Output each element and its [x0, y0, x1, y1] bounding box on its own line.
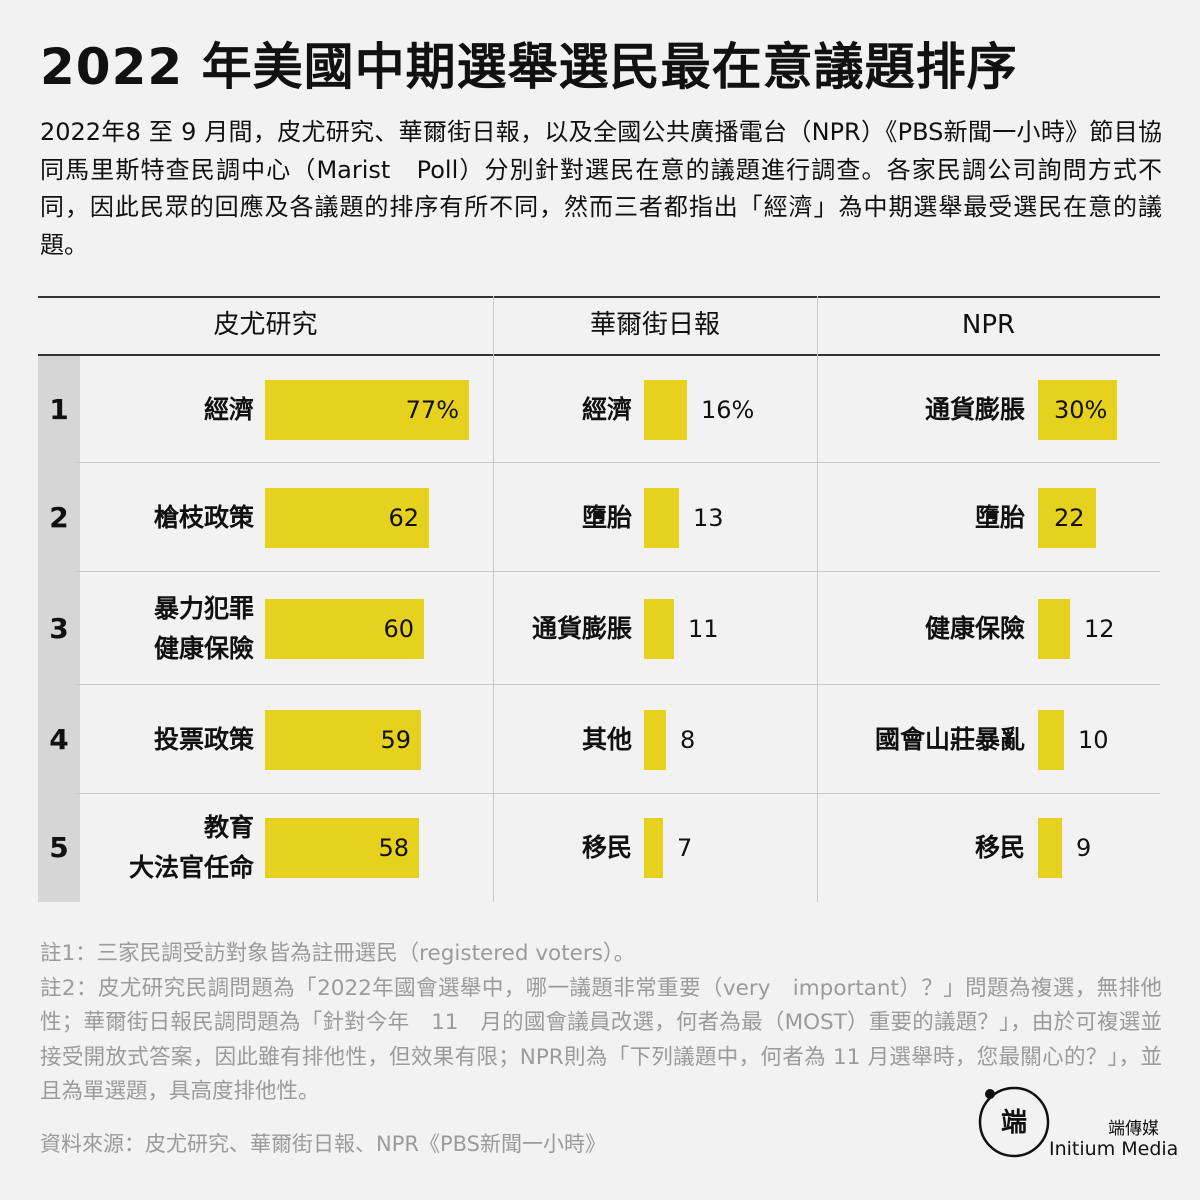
issue-label: 通貨膨脹	[805, 356, 1025, 463]
issue-label: 經濟	[34, 356, 254, 463]
issue-label-line: 墮胎	[581, 502, 632, 532]
issue-label: 教育大法官任命	[34, 794, 254, 902]
value-bar	[644, 818, 663, 878]
rank-number: 4	[49, 723, 69, 756]
value-label: 59	[380, 725, 411, 754]
issue-label: 槍枝政策	[34, 463, 254, 572]
value-label: 13	[693, 503, 724, 532]
issue-label-line: 國會山莊暴亂	[874, 724, 1025, 754]
column-header: 華爾街日報	[589, 310, 720, 340]
value-label: 58	[378, 834, 409, 862]
value-bar	[644, 487, 679, 548]
issue-label-line: 經濟	[203, 394, 254, 424]
value-label: 10	[1078, 725, 1109, 754]
value-label: 11	[688, 614, 719, 643]
issue-ranking-table: 皮尤研究 華爾街日報 NPR 1 2 3 4 5 經濟 77% 槍枝政策 62 暴力犯罪 健康保險 60 投票…	[38, 296, 1160, 902]
value-bar	[644, 598, 674, 659]
value-bar	[265, 709, 421, 770]
value-bar	[265, 379, 469, 440]
issue-label-line: 槍枝政策	[153, 502, 254, 532]
issue-label: 墮胎	[805, 463, 1025, 572]
issue-label-line: 移民	[581, 833, 632, 862]
value-bar	[1038, 598, 1070, 659]
column-divider-2	[817, 296, 818, 902]
value-label: 12	[1084, 614, 1115, 643]
footnote-2: 註2：皮尤研究民調問題為「2022年國會選舉中，哪一議題非常重要（very im…	[40, 975, 1162, 1105]
issue-label-line: 經濟	[581, 394, 632, 424]
footnotes: 註1：三家民調受訪對象皆為註冊選民（registered voters）。 註2…	[40, 937, 1162, 1110]
issue-label-line: 通貨膨脹	[924, 394, 1025, 424]
value-label: 9	[1076, 834, 1092, 862]
issue-label-line: 健康保險	[924, 613, 1025, 643]
value-bar	[644, 379, 687, 440]
issue-label: 墮胎	[412, 463, 632, 572]
column-header: 皮尤研究	[213, 310, 318, 340]
header-bottom-rule	[38, 354, 1160, 356]
row-divider	[76, 793, 1160, 794]
issue-label-line: 其他	[581, 724, 632, 754]
rank-column-background	[38, 354, 80, 902]
column-header: NPR	[961, 310, 1016, 340]
issue-label: 健康保險	[805, 572, 1025, 685]
value-label: 30%	[1054, 395, 1108, 424]
value-bar	[1038, 709, 1064, 770]
value-bar	[265, 818, 419, 878]
issue-label: 暴力犯罪 健康保險	[34, 572, 254, 685]
brand-name-cn: 端傳媒	[1108, 1119, 1159, 1139]
value-bar	[265, 598, 424, 659]
row-divider	[76, 462, 1160, 463]
value-label: 16%	[701, 395, 755, 424]
value-bar	[265, 487, 429, 548]
rank-number: 3	[49, 612, 69, 645]
issue-label: 投票政策	[34, 685, 254, 794]
issue-label: 國會山莊暴亂	[805, 685, 1025, 794]
value-label: 8	[680, 725, 696, 754]
issue-label: 其他	[412, 685, 632, 794]
issue-label-line: 墮胎	[974, 502, 1025, 532]
source-note: 資料來源：皮尤研究、華爾街日報、NPR《PBS新聞一小時》	[40, 1132, 606, 1156]
rank-number: 2	[49, 501, 69, 534]
value-bar	[1038, 818, 1062, 878]
issue-label: 移民	[412, 794, 632, 902]
column-divider-1	[493, 296, 494, 902]
issue-label-line: 大法官任命	[128, 853, 254, 882]
issue-label: 通貨膨脹	[412, 572, 632, 685]
value-label: 62	[388, 503, 419, 532]
table-top-rule	[38, 296, 1160, 298]
issue-label-line: 教育	[203, 813, 254, 842]
brand-name-en: Initium Media	[1049, 1138, 1179, 1160]
value-label: 22	[1054, 503, 1085, 532]
issue-label-line: 移民	[974, 833, 1025, 862]
value-bar	[1038, 379, 1117, 440]
rank-number: 1	[49, 393, 69, 426]
value-bar	[644, 709, 666, 770]
issue-label-line: 通貨膨脹	[531, 613, 632, 643]
intro-paragraph: 2022年8 至 9 月間，皮尤研究、華爾街日報，以及全國公共廣播電台（NPR）…	[40, 118, 1162, 259]
footnote-1: 註1：三家民調受訪對象皆為註冊選民（registered voters）。	[40, 941, 636, 966]
value-bar	[1038, 487, 1096, 548]
row-divider	[76, 684, 1160, 685]
issue-label-line: 暴力犯罪	[153, 593, 254, 623]
initium-logo-icon: 端	[978, 1086, 1050, 1158]
rank-number: 5	[49, 831, 69, 864]
issue-label-line: 健康保險	[153, 633, 254, 663]
issue-label: 經濟	[412, 356, 632, 463]
page-title: 2022 年美國中期選舉選民最在意議題排序	[40, 38, 1018, 96]
issue-label: 移民	[805, 794, 1025, 902]
logo-glyph: 端	[1001, 1108, 1027, 1138]
value-label: 77%	[405, 395, 459, 424]
value-label: 7	[677, 834, 693, 862]
issue-label-line: 投票政策	[153, 724, 254, 754]
row-divider	[76, 571, 1160, 572]
value-label: 60	[383, 614, 414, 643]
